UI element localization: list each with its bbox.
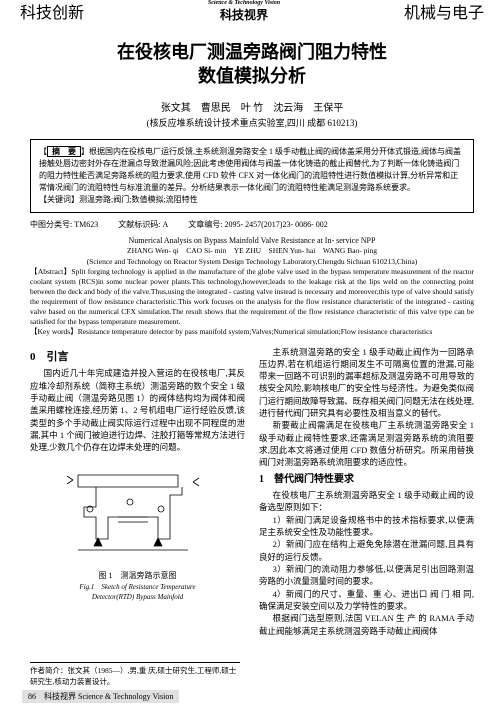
- fig1-cap-en2: Detector(RTD) Bypass Mainfold: [58, 592, 218, 602]
- rc-p3: 在役核电厂主系统测温旁路安全 1 级手动截止阀的设备选型原则如下：: [259, 489, 474, 514]
- en-keywords: 【Key words】Resistance temperature detect…: [30, 327, 474, 337]
- two-columns: 0 引言 国内近几十年完成建造并投入营运的在役核电厂,其反应堆冷却剂系统（简称主…: [30, 346, 474, 637]
- en-kw-body: Resistance temperature detector by pass …: [78, 327, 433, 336]
- abstract-cn: 【摘 要】根据国内在役核电厂运行反馈,主系统测温旁路安全 1 级手动截止阀的阀体…: [39, 146, 465, 194]
- fig1-cap-en1: Fig.1 Sketch of Resistance Temperature: [58, 582, 218, 592]
- page-header: 科技创新 Science & Technology Vision 科技视界 机械…: [0, 0, 504, 22]
- section-0-head: 0 引言: [30, 350, 245, 366]
- author-note: 作者简介：张文其（1985—）,男,重 庆,硕士研究生,工程师,硕士研究生,核动…: [30, 662, 240, 687]
- figure-1: 图 1 测温旁路示意图 Fig.1 Sketch of Resistance T…: [58, 460, 218, 602]
- rc-p4: 根据阀门选型原则,法国 VELAN 生 产 的 RAMA 手动截止阀能够满足主系…: [259, 612, 474, 637]
- title-block: 在役核电厂测温旁路阀门阻力特性 数值模拟分析 张文其 曹思民 叶 竹 沈云海 王…: [30, 40, 474, 129]
- rc-li4: 4）新阀门的尺寸、重量、重 心、进出口 阀 门 相 同,确保满足安装空间以及力学…: [259, 588, 474, 613]
- en-abstract: 【Abstract】Split forging technology is ap…: [30, 267, 474, 328]
- rc-li2: 2）新阀门应在结构上避免免除潜在泄漏问题,且具有良好的运行反馈。: [259, 538, 474, 563]
- left-column: 0 引言 国内近几十年完成建造并投入营运的在役核电厂,其反应堆冷却剂系统（简称主…: [30, 346, 245, 637]
- en-title: Numerical Analysis on Bypass Mainfold Va…: [30, 236, 474, 247]
- english-block: Numerical Analysis on Bypass Mainfold Va…: [30, 236, 474, 338]
- keywords-cn: 【关键词】测温旁路;阀门;数值模拟;流阻特性: [39, 194, 465, 206]
- class-code: 文献标识码: A: [118, 219, 168, 230]
- kw-body: 测温旁路;阀门;数值模拟;流阻特性: [79, 195, 198, 204]
- abstract-body: 根据国内在役核电厂运行反馈,主系统测温旁路安全 1 级手动截止阀的阀体盖采用分开…: [39, 147, 461, 192]
- abstract-cn-box: 【摘 要】根据国内在役核电厂运行反馈,主系统测温旁路安全 1 级手动截止阀的阀体…: [30, 139, 474, 213]
- en-ab-body: Split forging technology is applied in t…: [30, 267, 474, 327]
- en-affil: (Science and Technology on Reactor Syste…: [30, 257, 474, 267]
- header-right: 机械与电子: [404, 0, 484, 23]
- kw-head: 【关键词】: [39, 195, 79, 204]
- classification-line: 中图分类号: TM623 文献标识码: A 文章编号: 2095- 2457(2…: [30, 219, 474, 230]
- title-line2: 数值模拟分析: [30, 64, 474, 88]
- en-ab-head: 【Abstract】: [30, 267, 71, 276]
- header-center-text: 科技视界: [84, 6, 404, 23]
- header-center: Science & Technology Vision 科技视界: [84, 0, 404, 23]
- class-tm: 中图分类号: TM623: [30, 219, 98, 230]
- authors: 张文其 曹思民 叶 竹 沈云海 王保平: [30, 99, 474, 114]
- fig1-cap-cn: 图 1 测温旁路示意图: [58, 570, 218, 582]
- header-left: 科技创新: [20, 0, 84, 23]
- rc-li1: 1）新阀门满足设备规格书中的技术指标要求,以便满足主系统安全性及功能性要求。: [259, 514, 474, 539]
- class-num: 文章编号: 2095- 2457(2017)23- 0086- 002: [188, 219, 328, 230]
- en-authors: ZHANG Wen- qi CAO Si- min YE ZHU SHEN Yu…: [30, 246, 474, 256]
- intro-para: 国内近几十年完成建造并投入营运的在役核电厂,其反应堆冷却剂系统（简称主系统）测温…: [30, 367, 245, 453]
- right-column: 主系统测温旁路的安全 1 级手动截止阀作为一回路承压边界,若在机组运行期间发生不…: [259, 346, 474, 637]
- abstract-head: 摘 要: [47, 146, 81, 157]
- bypass-sketch-icon: [58, 460, 218, 565]
- rc-p1: 主系统测温旁路的安全 1 级手动截止阀作为一回路承压边界,若在机组运行期间发生不…: [259, 346, 474, 420]
- section-1-head: 1 替代阀门特性要求: [259, 473, 474, 488]
- rc-p2: 新要截止阀需满足在役核电厂主系统测温旁路安全 1 级手动截止阀特性要求,还需满足…: [259, 419, 474, 468]
- footer-bar: 86 科技视界 Science & Technology Vision: [22, 690, 179, 703]
- en-kw-head: 【Key words】: [30, 327, 78, 336]
- title-line1: 在役核电厂测温旁路阀门阻力特性: [30, 40, 474, 64]
- rc-li3: 3）新阀门的流动阻力参够低,以便满足引出回路测温旁路的小流量测量时间的要求。: [259, 563, 474, 588]
- affiliation: (核反应堆系统设计技术重点实验室,四川 成都 610213): [30, 116, 474, 129]
